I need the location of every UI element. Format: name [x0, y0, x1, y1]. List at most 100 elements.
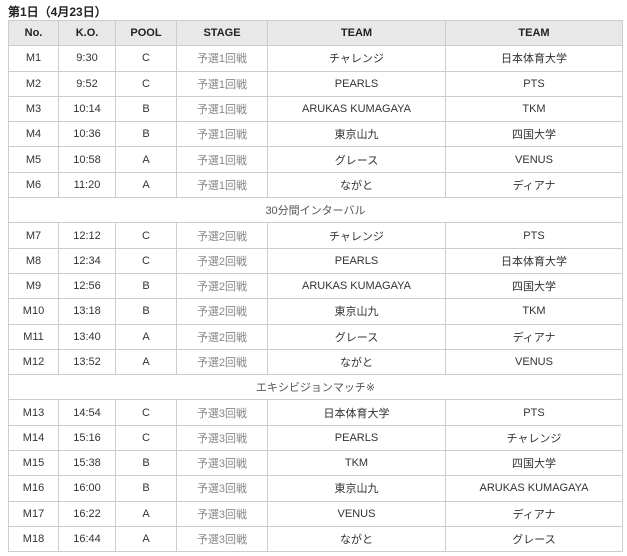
cell-no: M8 — [8, 247, 59, 274]
cell-ko: 15:38 — [58, 450, 116, 477]
cell-no: M1 — [8, 45, 59, 72]
header-stage: STAGE — [176, 19, 268, 47]
cell-pool: A — [115, 146, 177, 173]
cell-stage: 予選3回戦 — [176, 450, 268, 477]
cell-stage: 予選1回戦 — [176, 70, 268, 97]
cell-stage: 予選3回戦 — [176, 475, 268, 502]
cell-ko: 13:52 — [58, 348, 116, 376]
cell-team1: チャレンジ — [267, 222, 446, 249]
cell-stage: 予選2回戦 — [176, 247, 268, 274]
cell-no: M16 — [8, 475, 59, 502]
cell-ko: 13:18 — [58, 298, 116, 325]
cell-ko: 12:34 — [58, 247, 116, 274]
cell-pool: B — [115, 121, 177, 148]
cell-pool: C — [115, 45, 177, 72]
cell-stage: 予選1回戦 — [176, 121, 268, 148]
header-team2: TEAM — [445, 19, 623, 47]
cell-no: M7 — [8, 222, 59, 249]
cell-team1: 東京山九 — [267, 121, 446, 148]
cell-no: M10 — [8, 298, 59, 325]
cell-team1: ながと — [267, 348, 446, 376]
cell-team2: チャレンジ — [445, 424, 623, 452]
interval-note: 30分間インターバル — [8, 197, 623, 224]
cell-team2: 日本体育大学 — [445, 45, 623, 72]
match-row: M4 10:36 B 予選1回戦 東京山九 四国大学 — [8, 121, 623, 148]
cell-ko: 14:54 — [58, 399, 116, 426]
cell-pool: C — [115, 399, 177, 426]
cell-stage: 予選3回戦 — [176, 500, 268, 527]
match-row: M8 12:34 C 予選2回戦 PEARLS 日本体育大学 — [8, 247, 623, 274]
cell-team2: グレース — [445, 525, 623, 553]
cell-pool: B — [115, 450, 177, 477]
cell-no: M2 — [8, 70, 59, 97]
cell-no: M9 — [8, 272, 59, 300]
cell-team1: PEARLS — [267, 424, 446, 452]
match-row: M16 16:00 B 予選3回戦 東京山九 ARUKAS KUMAGAYA — [8, 475, 623, 502]
match-row: M10 13:18 B 予選2回戦 東京山九 TKM — [8, 298, 623, 325]
cell-no: M14 — [8, 424, 59, 452]
cell-pool: C — [115, 70, 177, 97]
match-row: M13 14:54 C 予選3回戦 日本体育大学 PTS — [8, 399, 623, 426]
cell-stage: 予選1回戦 — [176, 146, 268, 173]
cell-team2: TKM — [445, 298, 623, 325]
match-row: M2 9:52 C 予選1回戦 PEARLS PTS — [8, 70, 623, 97]
cell-ko: 12:56 — [58, 272, 116, 300]
cell-no: M18 — [8, 525, 59, 553]
cell-pool: A — [115, 323, 177, 350]
cell-stage: 予選3回戦 — [176, 399, 268, 426]
cell-team2: 日本体育大学 — [445, 247, 623, 274]
cell-team1: VENUS — [267, 500, 446, 527]
cell-pool: A — [115, 500, 177, 527]
cell-team1: グレース — [267, 146, 446, 173]
match-row: M6 11:20 A 予選1回戦 ながと ディアナ — [8, 171, 623, 199]
match-row: M14 15:16 C 予選3回戦 PEARLS チャレンジ — [8, 424, 623, 452]
cell-ko: 10:36 — [58, 121, 116, 148]
cell-stage: 予選1回戦 — [176, 95, 268, 123]
cell-stage: 予選2回戦 — [176, 298, 268, 325]
match-row: M18 16:44 A 予選3回戦 ながと グレース — [8, 525, 623, 553]
cell-pool: A — [115, 348, 177, 376]
match-row: M17 16:22 A 予選3回戦 VENUS ディアナ — [8, 500, 623, 527]
cell-stage: 予選1回戦 — [176, 45, 268, 72]
cell-stage: 予選2回戦 — [176, 323, 268, 350]
header-no: No. — [8, 19, 59, 47]
cell-stage: 予選3回戦 — [176, 525, 268, 553]
cell-stage: 予選3回戦 — [176, 424, 268, 452]
cell-team1: ARUKAS KUMAGAYA — [267, 95, 446, 123]
cell-pool: A — [115, 525, 177, 553]
cell-stage: 予選2回戦 — [176, 222, 268, 249]
header-ko: K.O. — [58, 19, 116, 47]
cell-stage: 予選2回戦 — [176, 348, 268, 376]
cell-team2: 四国大学 — [445, 272, 623, 300]
cell-no: M15 — [8, 450, 59, 477]
cell-pool: C — [115, 424, 177, 452]
cell-team1: 東京山九 — [267, 298, 446, 325]
cell-no: M5 — [8, 146, 59, 173]
cell-ko: 10:58 — [58, 146, 116, 173]
cell-no: M17 — [8, 500, 59, 527]
cell-team2: ディアナ — [445, 500, 623, 527]
cell-ko: 16:00 — [58, 475, 116, 502]
cell-team2: PTS — [445, 399, 623, 426]
interval-note: エキシビジョンマッチ※ — [8, 374, 623, 401]
cell-pool: C — [115, 222, 177, 249]
cell-no: M11 — [8, 323, 59, 350]
match-row: M9 12:56 B 予選2回戦 ARUKAS KUMAGAYA 四国大学 — [8, 272, 623, 300]
cell-team2: 四国大学 — [445, 121, 623, 148]
cell-ko: 15:16 — [58, 424, 116, 452]
cell-team2: VENUS — [445, 146, 623, 173]
cell-team1: 東京山九 — [267, 475, 446, 502]
cell-ko: 16:44 — [58, 525, 116, 553]
page-title: 第1日（4月23日） — [8, 5, 107, 19]
cell-team1: ながと — [267, 525, 446, 553]
cell-pool: B — [115, 272, 177, 300]
cell-ko: 9:30 — [58, 45, 116, 72]
match-row: M15 15:38 B 予選3回戦 TKM 四国大学 — [8, 450, 623, 477]
cell-pool: A — [115, 171, 177, 199]
cell-ko: 16:22 — [58, 500, 116, 527]
header-team1: TEAM — [267, 19, 446, 47]
cell-pool: B — [115, 95, 177, 123]
header-pool: POOL — [115, 19, 177, 47]
cell-pool: B — [115, 475, 177, 502]
cell-pool: C — [115, 247, 177, 274]
